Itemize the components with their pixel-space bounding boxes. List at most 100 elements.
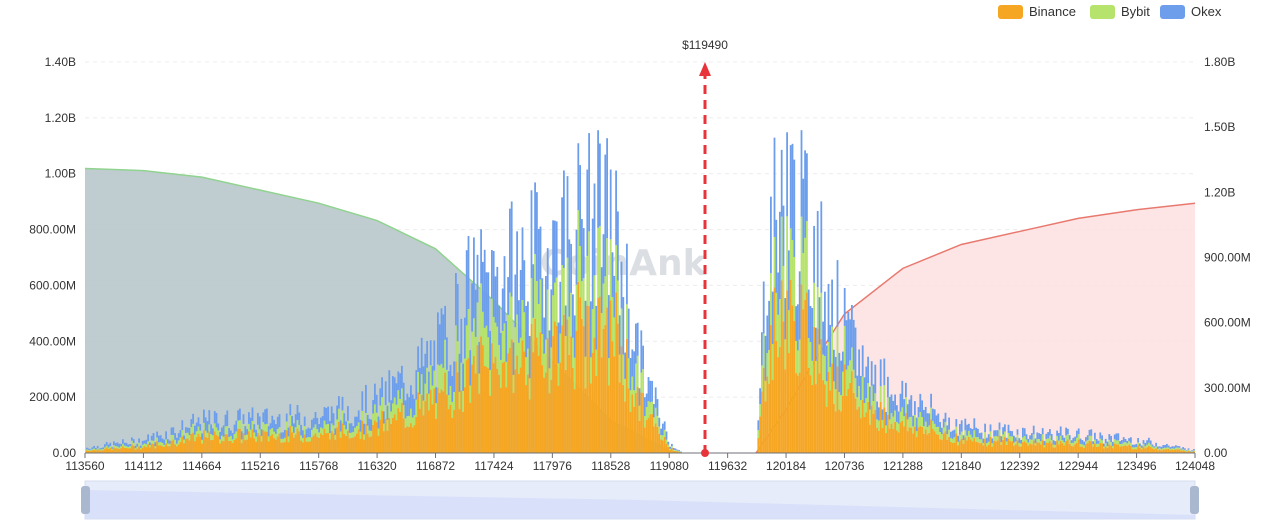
bar-bybit — [1139, 446, 1141, 448]
bar-binance — [550, 379, 553, 453]
bar-okex — [413, 398, 416, 416]
legend-item-binance[interactable]: Binance — [998, 4, 1076, 19]
bar-bybit — [305, 437, 308, 442]
bar-bybit — [172, 434, 175, 440]
bar-okex — [1005, 437, 1008, 442]
bar-okex — [491, 250, 493, 299]
bar-bybit — [226, 426, 229, 435]
bar-binance — [240, 443, 243, 453]
bar-bybit — [843, 325, 846, 365]
bar-okex — [282, 432, 284, 439]
bar-binance — [1022, 442, 1024, 453]
legend-item-bybit[interactable]: Bybit — [1090, 4, 1150, 19]
bar-binance — [622, 384, 625, 453]
bar-bybit — [260, 435, 263, 442]
bar-okex — [978, 433, 981, 440]
bar-okex — [638, 388, 641, 406]
bar-binance — [604, 324, 607, 453]
bar-binance — [867, 401, 869, 453]
bar-bybit — [316, 428, 319, 437]
bar-binance — [807, 367, 810, 453]
bar-binance — [89, 450, 92, 453]
bar-binance — [298, 431, 301, 453]
bar-binance — [1004, 437, 1006, 453]
bar-bybit — [968, 430, 970, 437]
bar-bybit — [395, 404, 398, 421]
bar-okex — [136, 443, 139, 447]
bar-binance — [273, 438, 275, 453]
bar-bybit — [1047, 438, 1049, 443]
bar-binance — [314, 433, 317, 453]
bar-okex — [977, 428, 979, 438]
bar-bybit — [1068, 439, 1071, 444]
bar-okex — [820, 201, 823, 293]
bar-okex — [806, 153, 808, 222]
bar-bybit — [102, 449, 104, 451]
bar-okex — [1178, 446, 1181, 448]
bar-okex — [116, 442, 119, 447]
bar-bybit — [615, 245, 617, 293]
bar-bybit — [996, 436, 999, 441]
bar-bybit — [469, 385, 472, 403]
bar-okex — [822, 321, 824, 355]
bar-bybit — [876, 419, 878, 428]
bar-bybit — [417, 371, 419, 393]
bar-bybit — [354, 427, 356, 437]
bar-okex — [894, 394, 896, 411]
bar-okex — [631, 349, 634, 377]
bar-binance — [123, 447, 126, 453]
bar-binance — [662, 440, 664, 453]
bar-okex — [905, 382, 907, 398]
bar-okex — [230, 430, 232, 436]
bar-binance — [226, 434, 229, 453]
bar-binance — [953, 442, 956, 453]
bar-okex — [444, 305, 446, 340]
x-tick-label: 116872 — [416, 459, 455, 473]
legend-item-okex[interactable]: Okex — [1160, 4, 1222, 19]
bar-okex — [248, 412, 250, 424]
zoom-slider[interactable] — [81, 480, 1199, 520]
bar-binance — [419, 408, 421, 453]
bar-binance — [588, 305, 590, 453]
bar-bybit — [573, 357, 576, 390]
bar-binance — [134, 449, 137, 453]
bar-okex — [991, 438, 994, 444]
y-right-tick-label: 900.00M — [1204, 251, 1251, 265]
bar-bybit — [1108, 439, 1111, 445]
bar-bybit — [960, 431, 963, 439]
bar-binance — [833, 403, 835, 453]
bar-binance — [235, 438, 238, 453]
bar-binance — [471, 364, 473, 453]
bar-bybit — [581, 281, 583, 319]
bar-okex — [878, 407, 880, 421]
x-tick-label: 117424 — [474, 459, 513, 473]
bar-binance — [759, 416, 761, 453]
bar-binance — [635, 392, 637, 453]
bar-bybit — [1056, 435, 1058, 441]
bar-okex — [892, 400, 895, 417]
zoom-handle-right[interactable] — [1190, 486, 1199, 514]
bar-bybit — [96, 448, 99, 450]
bar-binance — [593, 337, 596, 453]
zoom-handle-left[interactable] — [81, 486, 90, 514]
bar-bybit — [125, 446, 128, 449]
bar-bybit — [602, 283, 605, 329]
bar-binance — [366, 433, 369, 453]
bar-okex — [669, 446, 671, 449]
bar-okex — [1167, 445, 1170, 448]
bar-okex — [397, 371, 400, 391]
bar-bybit — [798, 339, 801, 373]
bar-bybit — [878, 420, 880, 431]
bar-okex — [307, 427, 310, 437]
bar-okex — [959, 424, 961, 435]
bar-okex — [233, 424, 236, 434]
bar-okex — [798, 271, 801, 340]
bar-bybit — [401, 388, 403, 403]
bar-binance — [1101, 443, 1103, 453]
bar-okex — [561, 197, 563, 266]
bar-okex — [818, 297, 821, 345]
bar-binance — [971, 441, 974, 453]
bar-okex — [865, 366, 868, 399]
bar-binance — [577, 281, 580, 453]
bar-okex — [1139, 443, 1141, 447]
